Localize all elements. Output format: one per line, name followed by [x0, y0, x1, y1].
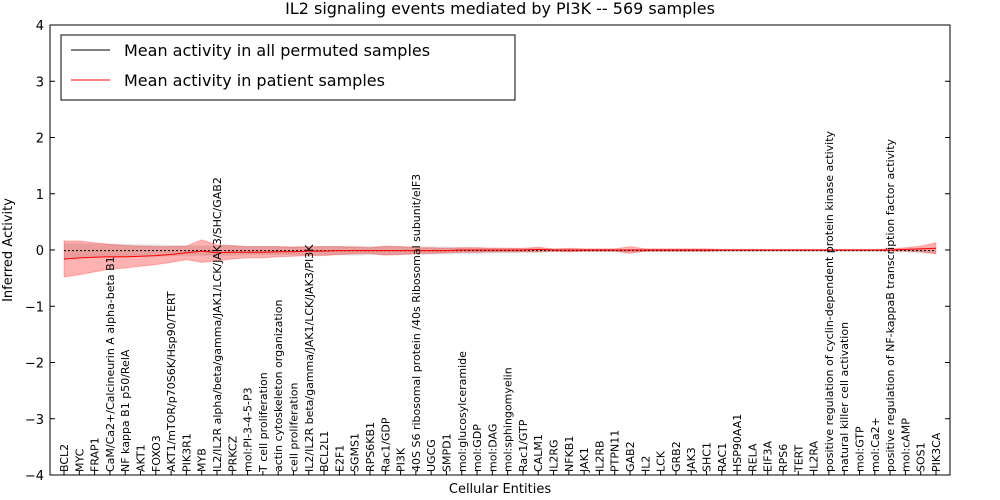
category-label: SGMS1 [349, 433, 362, 472]
series-lines [63, 247, 937, 260]
category-label: PIK3CA [930, 432, 943, 472]
y-tick-label: 2 [36, 132, 44, 147]
category-label: IL2RB [593, 440, 606, 472]
category-label: cell proliferation [288, 382, 301, 472]
category-label: IL2/IL2R alpha/beta/gamma/JAK1/LCK/JAK3/… [211, 177, 224, 472]
category-label: SOS1 [915, 442, 928, 472]
category-label: PIK3R1 [180, 433, 193, 472]
category-label: mol:DAG [486, 424, 499, 472]
legend-label-patient: Mean activity in patient samples [124, 71, 385, 90]
category-label: IL2/IL2R beta/gamma/JAK1/LCK/JAK3/PI3K [303, 244, 316, 472]
category-label: GRB2 [670, 441, 683, 472]
category-label: BCL2 [58, 444, 71, 472]
category-label: FOXO3 [150, 435, 163, 472]
category-label: mol:Ca2+ [869, 417, 882, 472]
y-tick-label: −3 [25, 413, 44, 428]
legend: Mean activity in all permuted samples Me… [60, 34, 516, 101]
category-label: TERT [792, 444, 805, 473]
y-tick-label: 3 [36, 75, 44, 90]
chart-title: IL2 signaling events mediated by PI3K --… [285, 0, 715, 18]
legend-box [60, 34, 516, 101]
category-label: RELA [746, 443, 759, 472]
category-label: CaM/Ca2+/Calcineurin A alpha-beta B1 [104, 256, 117, 472]
category-label: PRKCZ [226, 435, 239, 472]
category-label: 40S S6 ribosomal protein /40s Ribosomal … [410, 174, 423, 472]
category-label: MYC [73, 448, 86, 472]
y-tick-label: 4 [36, 19, 44, 34]
category-label: AKT1 [135, 444, 148, 472]
category-label: NFKB1 [563, 436, 576, 472]
category-label: T cell proliferation [257, 372, 270, 473]
category-label: HSP90AA1 [731, 414, 744, 472]
y-tick-label: −2 [25, 357, 44, 372]
category-labels: BCL2 MYC FRAP1 CaM/Ca2+/Calcineurin A alpha… [58, 130, 943, 473]
category-label: SHC1 [701, 442, 714, 472]
category-label: mol:GTP [854, 426, 867, 472]
category-label: EIF3A [762, 440, 775, 472]
category-label: E2F1 [333, 445, 346, 472]
category-label: CALM1 [532, 434, 545, 472]
category-label: BCL2L1 [318, 431, 331, 472]
confidence-bands [63, 239, 937, 278]
category-label: mol:sphingomyelin [502, 367, 515, 472]
category-label: IL2RA [808, 440, 821, 472]
category-label: IL2RG [548, 439, 561, 472]
category-label: RPS6 [777, 444, 790, 472]
category-label: natural killer cell activation [838, 322, 851, 472]
category-label: PTPN11 [609, 430, 622, 472]
category-label: MYB [196, 448, 209, 472]
category-label: AKT1/mTOR/p70S6K/Hsp90/TERT [165, 291, 178, 472]
y-axis-label: Inferred Activity [1, 198, 16, 302]
category-label: IL2 [639, 456, 652, 472]
y-tick-label: −4 [25, 469, 44, 484]
category-label: RPS6KB1 [364, 422, 377, 472]
category-label: Rac1/GDP [379, 417, 392, 472]
category-label: NF kappa B1 p50/RelA [119, 349, 132, 472]
category-label: RAC1 [716, 443, 729, 472]
category-label: GAB2 [624, 441, 637, 472]
category-label: positive regulation of NF-kappaB transcr… [884, 138, 897, 472]
y-tick-label: 0 [36, 244, 44, 259]
category-label: SMPD1 [441, 433, 454, 472]
y-tick-label: −1 [25, 300, 44, 315]
series-line-patient [63, 247, 937, 260]
category-label: mol:glucosylceramide [456, 351, 469, 472]
category-label: Rac1/GTP [517, 419, 530, 472]
category-label: actin cytoskeleton organization [272, 300, 285, 472]
x-axis-label: Cellular Entities [449, 482, 551, 497]
category-label: mol:GDP [471, 424, 484, 472]
category-label: UGCG [425, 439, 438, 472]
y-tick-label: 1 [36, 188, 44, 203]
axis-ticks: −4 −3 −2 −1 0 1 2 3 4 [25, 19, 950, 484]
category-label: positive regulation of cyclin-dependent … [823, 130, 836, 472]
category-label: JAK1 [578, 447, 591, 473]
category-label: mol:cAMP [899, 418, 912, 472]
category-label: LCK [655, 450, 668, 472]
legend-label-permuted: Mean activity in all permuted samples [124, 41, 430, 60]
category-label: JAK3 [685, 447, 698, 473]
band-patient [63, 239, 937, 278]
category-label: PI3K [395, 447, 408, 472]
category-label: mol:PI-3-4-5-P3 [242, 387, 255, 472]
category-label: FRAP1 [89, 437, 102, 472]
